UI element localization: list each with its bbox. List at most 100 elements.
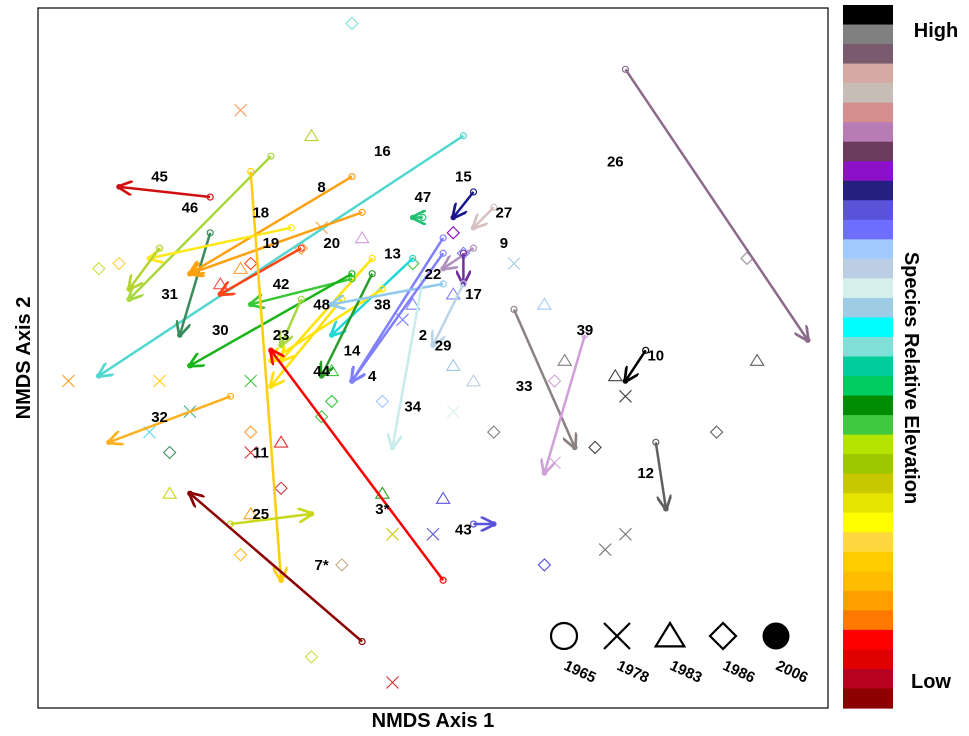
trajectory-start-point xyxy=(297,244,305,252)
trajectory-end-point xyxy=(187,490,193,497)
trajectory-label: 39 xyxy=(577,322,594,339)
trajectory-label: 16 xyxy=(374,143,391,160)
trajectory-start-point xyxy=(368,254,376,262)
scatter-point xyxy=(465,373,482,387)
scatter-point xyxy=(162,486,178,499)
trajectory-label: 38 xyxy=(374,296,391,313)
scatter-point xyxy=(435,491,451,504)
trajectory-arrow xyxy=(187,490,366,646)
trajectory-arrow xyxy=(116,184,214,201)
scatter-point xyxy=(426,527,440,541)
colorbar-swatch xyxy=(843,649,893,670)
trajectory-label: 25 xyxy=(252,506,269,523)
trajectory-label: 12 xyxy=(637,465,654,482)
trajectory-label: 23 xyxy=(273,327,290,344)
scatter-point xyxy=(607,368,623,382)
colorbar-low-label: Low xyxy=(911,671,951,693)
colorbar-swatch xyxy=(843,219,893,240)
scatter-point xyxy=(386,676,399,689)
trajectory-start-point xyxy=(459,132,467,140)
legend-symbol-1965 xyxy=(549,621,579,651)
scatter-point xyxy=(243,506,259,520)
scatter-point xyxy=(273,435,289,448)
trajectory-label: 20 xyxy=(323,235,340,252)
colorbar-swatch xyxy=(843,551,893,572)
trajectory-end-point xyxy=(440,265,446,272)
trajectory-label: 42 xyxy=(273,276,290,293)
trajectory-line xyxy=(220,247,302,294)
trajectory-line xyxy=(190,175,353,274)
colorbar-swatch xyxy=(843,688,893,709)
trajectory-start-point xyxy=(439,576,447,584)
trajectory-label: 46 xyxy=(182,199,199,216)
colorbar-swatch xyxy=(843,63,893,84)
trajectory-start-point xyxy=(490,203,498,211)
scatter-point xyxy=(557,353,573,366)
colorbar-swatch xyxy=(843,610,893,631)
trajectory-arrow xyxy=(471,203,498,230)
trajectory-label: 44 xyxy=(313,363,330,380)
trajectory-line xyxy=(433,283,465,345)
colorbar-swatch xyxy=(843,434,893,455)
legend-symbol-2006 xyxy=(762,622,790,650)
scatter-point xyxy=(446,226,461,240)
colorbar-swatch xyxy=(843,200,893,221)
trajectory-line xyxy=(392,278,425,448)
trajectory-line xyxy=(99,134,465,376)
colorbar-high-label: High xyxy=(914,20,958,42)
scatter-point xyxy=(386,527,399,541)
scatter-point xyxy=(375,394,390,409)
trajectory-label: 43 xyxy=(455,521,472,538)
trajectory-label: 13 xyxy=(384,245,401,262)
trajectory-end-point xyxy=(106,439,112,446)
colorbar-swatch xyxy=(843,532,893,553)
colorbar-swatch xyxy=(843,454,893,475)
trajectory-line xyxy=(271,287,384,361)
color-bar: High Low Species Relative Elevation xyxy=(843,5,958,709)
trajectory-line xyxy=(654,442,666,508)
scatter-point xyxy=(537,558,552,572)
colorbar-title: Species Relative Elevation xyxy=(900,252,922,504)
trajectory-label: 11 xyxy=(253,445,269,462)
trajectory-arrow xyxy=(126,152,275,302)
colorbar-swatch xyxy=(843,629,893,651)
trajectory-start-point xyxy=(267,152,275,160)
trajectory-end-point xyxy=(409,214,416,221)
trajectory-start-point xyxy=(469,244,478,252)
colorbar-swatch xyxy=(843,493,893,514)
trajectory-label: 7* xyxy=(314,557,328,574)
colorbar-swatch xyxy=(843,473,893,494)
colorbar-swatch xyxy=(843,122,893,143)
trajectory-line xyxy=(149,226,292,259)
trajectory-start-point xyxy=(409,254,417,262)
scatter-point xyxy=(244,374,258,388)
scatter-point xyxy=(314,409,329,424)
colorbar-swatch xyxy=(843,278,893,299)
trajectory-label: 8 xyxy=(317,179,325,196)
trajectory-label: 17 xyxy=(465,286,482,303)
trajectory-end-point xyxy=(247,301,254,308)
trajectory-label: 15 xyxy=(455,169,472,186)
trajectory-end-point xyxy=(389,444,396,451)
scatter-point xyxy=(304,650,319,664)
trajectory-arrow xyxy=(268,348,447,584)
trajectory-end-point xyxy=(268,383,274,389)
trajectory-line xyxy=(109,395,231,442)
trajectory-arrow xyxy=(96,132,467,379)
trajectory-arrow xyxy=(318,270,376,379)
trajectory-start-point xyxy=(642,346,650,354)
trajectory-end-point xyxy=(663,505,669,512)
trajectory-label: 31 xyxy=(161,286,178,303)
trajectory-arrow xyxy=(126,244,164,292)
colorbar-swatch xyxy=(843,415,893,436)
trajectory-label: 34 xyxy=(404,399,421,416)
trajectory-arrow xyxy=(450,188,478,220)
trajectory-line xyxy=(453,191,475,218)
trajectory-arrow xyxy=(510,305,578,450)
trajectory-line xyxy=(332,282,444,304)
trajectory-label: 45 xyxy=(151,169,168,186)
colorbar-swatch xyxy=(843,44,893,65)
colorbar-swatch xyxy=(843,141,893,162)
